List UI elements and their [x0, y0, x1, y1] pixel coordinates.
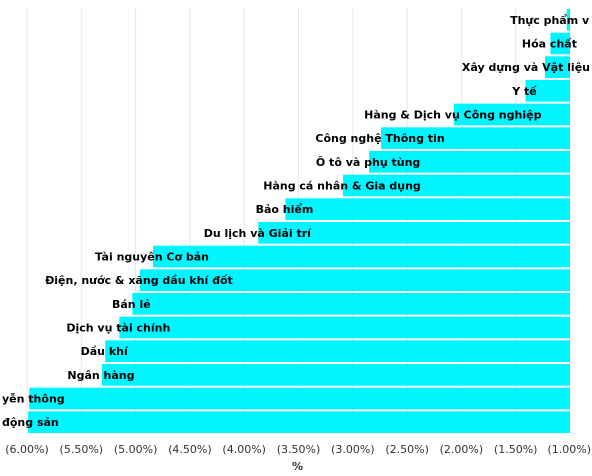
bar-category-label: Ngân hàng — [67, 369, 134, 382]
bar — [258, 222, 570, 244]
bar-category-label: Xây dựng và Vật liệu — [462, 61, 590, 74]
bars-group — [28, 9, 571, 433]
bar-category-label: Thực phẩm v — [510, 14, 590, 27]
bar-category-label: Công nghệ Thông tin — [315, 132, 444, 145]
bar-category-label: Hàng cá nhân & Gia dụng — [263, 180, 421, 193]
bar-category-label: Dầu khí — [81, 345, 129, 358]
bar — [152, 245, 570, 268]
bar-category-label: Dịch vụ tài chính — [66, 322, 170, 335]
x-tick-label: (3.50%) — [277, 443, 321, 456]
x-tick-label: (1.50%) — [494, 443, 538, 456]
bar — [139, 269, 570, 291]
bar-category-label: Y tế — [511, 85, 537, 98]
x-tick-label: (5.50%) — [60, 443, 104, 456]
bar — [381, 127, 570, 149]
bar — [29, 387, 571, 410]
category-labels-group: Thực phẩm v Hóa chất Xây dựng và Vật liệu Y… — [2, 14, 590, 429]
gridlines — [26, 8, 571, 434]
bar — [343, 174, 570, 197]
bar-category-label: Ô tô và phụ tùng — [316, 156, 420, 169]
bar — [28, 411, 571, 433]
bar — [132, 293, 571, 315]
bar-category-label: Du lịch và Giải trí — [204, 227, 312, 240]
x-tick-label: (2.00%) — [440, 443, 484, 456]
x-tick-label: (3.00%) — [331, 443, 375, 456]
bar-category-label: Hóa chất — [522, 38, 577, 51]
bar — [545, 56, 570, 78]
bar-category-label: động sản — [2, 416, 59, 429]
bar — [525, 80, 570, 102]
bar-category-label: Bán lẻ — [112, 298, 151, 311]
x-tick-labels-group: (6.00%) (5.50%) (5.00%) (4.50%) (4.00%) (3.50… — [5, 443, 591, 456]
bar — [119, 316, 570, 339]
x-tick-label: (6.00%) — [5, 443, 49, 456]
bar — [285, 198, 570, 220]
bar-category-label: Hàng & Dịch vụ Công nghiệp — [364, 109, 541, 122]
bar — [105, 340, 570, 362]
bar — [101, 364, 571, 386]
bar-category-label: Điện, nước & xăng dầu khí đốt — [45, 274, 233, 287]
bar — [369, 151, 570, 173]
x-tick-label: (4.00%) — [222, 443, 266, 456]
bar-category-label: Bảo hiểm — [256, 203, 314, 216]
x-tick-label: (2.50%) — [385, 443, 429, 456]
x-tick-label: (1.00%) — [547, 443, 591, 456]
bar-category-label: Tài nguyên Cơ bản — [95, 251, 209, 264]
bar-category-label: yễn thông — [2, 393, 65, 406]
bar — [550, 32, 570, 55]
bar — [453, 103, 570, 126]
x-tick-label: (4.50%) — [168, 443, 212, 456]
x-axis-title: % — [292, 460, 303, 473]
x-tick-label: (5.00%) — [114, 443, 158, 456]
bar — [566, 9, 570, 31]
